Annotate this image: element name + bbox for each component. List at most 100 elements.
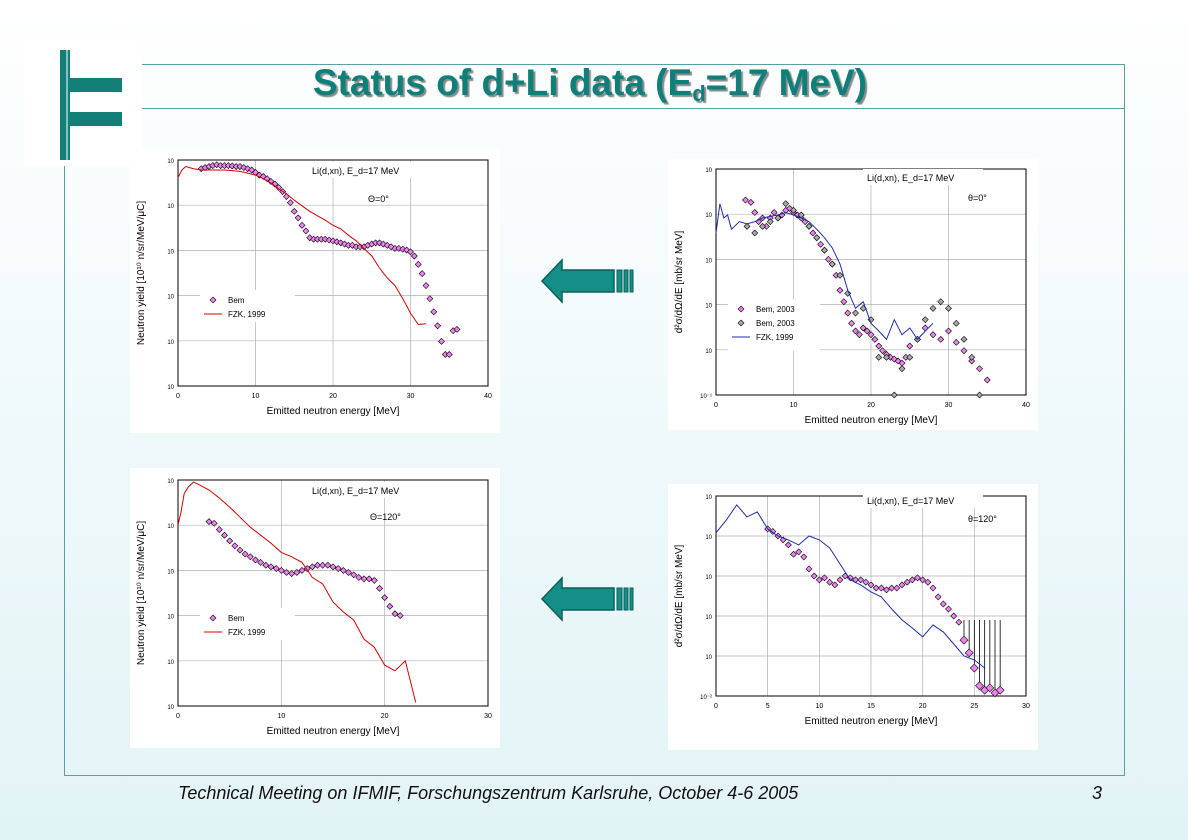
legend-label: FZK, 1999 (228, 628, 266, 637)
y-tick-label: 10 (167, 524, 174, 530)
legend-label: Bem (228, 614, 245, 623)
data-point (805, 222, 813, 230)
x-tick-label: 20 (867, 402, 875, 409)
data-point (308, 563, 316, 571)
x-tick-label: 30 (407, 393, 415, 400)
data-point (314, 561, 321, 569)
x-axis-label: Emitted neutron energy [MeV] (805, 415, 938, 426)
x-tick-label: 0 (176, 713, 180, 720)
data-point (872, 584, 880, 592)
data-point (434, 322, 442, 330)
y-tick-label: 10 (705, 168, 712, 174)
data-point (324, 561, 332, 569)
data-point (985, 683, 995, 693)
data-point (840, 298, 848, 306)
x-tick-label: 15 (867, 703, 875, 710)
data-point (810, 572, 818, 580)
data-point (929, 331, 937, 339)
x-tick-label: 30 (1022, 703, 1030, 710)
data-point (898, 581, 906, 589)
institution-logo (24, 40, 142, 166)
y-tick-label: 10 (705, 655, 712, 661)
data-point (844, 309, 852, 317)
data-point (236, 546, 244, 554)
data-point (879, 347, 887, 355)
data-point (271, 180, 279, 188)
data-point (319, 561, 327, 569)
data-point (215, 526, 223, 534)
data-point (875, 353, 883, 361)
x-tick-label: 20 (329, 393, 337, 400)
data-point (426, 295, 434, 303)
data-point (743, 222, 751, 230)
inset-title: Li(d,xn), E_d=17 MeV (312, 166, 399, 176)
x-tick-label: 20 (919, 703, 927, 710)
data-point (836, 286, 844, 294)
data-point (445, 351, 453, 358)
data-point (257, 559, 265, 566)
data-point (407, 248, 414, 256)
data-point (782, 200, 790, 208)
data-point (871, 335, 879, 343)
page-number: 3 (1092, 783, 1103, 803)
data-point (246, 553, 254, 561)
data-point (952, 338, 960, 346)
legend-box (200, 608, 295, 640)
data-point (867, 581, 875, 589)
data-point (414, 260, 422, 268)
y-tick-label: 10 (705, 213, 712, 219)
left-arrow-icon-top (540, 258, 635, 309)
data-point (790, 550, 797, 558)
data-point (376, 584, 383, 592)
data-point (453, 325, 461, 333)
y-tick-label: 10 (167, 204, 174, 210)
x-tick-label: 40 (1022, 402, 1030, 409)
data-point (855, 331, 863, 339)
data-point (969, 663, 979, 673)
y-tick-label: 10 (705, 615, 712, 621)
y-tick-label: 10⁻¹ (700, 394, 712, 400)
data-point (751, 209, 759, 216)
data-point (267, 563, 275, 571)
data-point (742, 196, 749, 204)
data-point (890, 391, 898, 399)
footer-text: Technical Meeting on IFMIF, Forschungsze… (178, 783, 799, 803)
data-point (391, 610, 399, 618)
data-point (770, 209, 778, 216)
inset-title-bg (863, 492, 983, 508)
y-tick-label: 10 (705, 258, 712, 264)
y-tick-label: 10 (705, 575, 712, 581)
series-line (715, 504, 986, 669)
data-point (210, 519, 218, 527)
data-point (759, 222, 766, 230)
data-point (921, 316, 929, 324)
data-point (396, 612, 404, 620)
legend-label: FZK, 1999 (756, 333, 794, 342)
data-point (883, 586, 890, 594)
series-line (177, 481, 417, 703)
data-point (888, 584, 896, 592)
data-point (298, 566, 306, 574)
data-point (370, 577, 378, 584)
left-arrow-icon-bottom (540, 576, 635, 627)
y-tick-label: 10 (167, 159, 174, 165)
data-point (960, 335, 968, 343)
legend-marker (209, 296, 217, 304)
data-point (272, 565, 280, 572)
data-point (824, 255, 832, 263)
x-tick-label: 10 (790, 402, 798, 409)
data-point (221, 531, 228, 539)
data-point (821, 246, 828, 254)
data-point (826, 578, 834, 586)
data-point (857, 576, 865, 584)
data-point (381, 594, 389, 602)
data-point (283, 193, 290, 200)
data-point (859, 324, 867, 332)
y-tick-label: 10 (167, 385, 174, 391)
inset-title-bg (308, 162, 428, 178)
data-point (863, 327, 871, 335)
data-point (418, 270, 426, 277)
title-subscript: d (692, 81, 706, 106)
data-point (945, 327, 952, 335)
data-point (231, 542, 239, 550)
